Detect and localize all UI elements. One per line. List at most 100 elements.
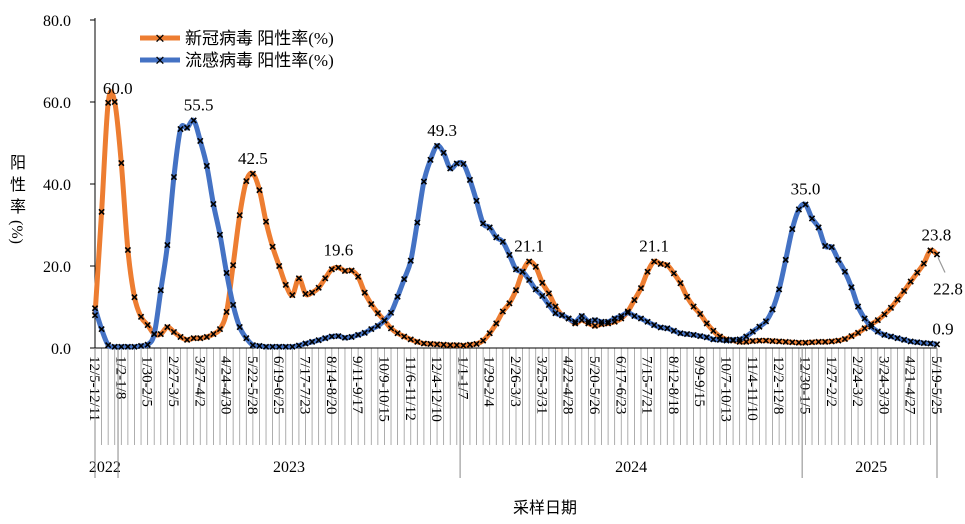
data-point-marker — [479, 220, 487, 227]
data-point-marker — [775, 338, 783, 345]
data-point-marker — [637, 284, 645, 292]
data-point-marker — [401, 275, 408, 283]
data-point-marker — [848, 332, 855, 340]
legend-item-covid: ✕ 新冠病毒 阳性率(%) — [140, 29, 334, 48]
data-label: 21.1 — [514, 236, 544, 255]
data-point-marker — [144, 341, 151, 348]
data-point-marker — [473, 340, 480, 348]
data-point-marker — [354, 331, 362, 339]
legend-item-flu: ✕ 流感病毒 阳性率(%) — [140, 51, 334, 70]
data-point-marker — [216, 325, 224, 333]
data-point-marker — [861, 325, 868, 332]
data-point-marker — [262, 218, 270, 225]
data-point-marker — [315, 337, 322, 344]
data-point-marker — [782, 256, 789, 264]
data-point-marker — [361, 329, 368, 336]
data-point-marker — [657, 260, 664, 268]
data-point-marker — [545, 301, 553, 309]
data-point-marker — [749, 337, 756, 345]
x-tick-label: 7/15-7/21 — [639, 356, 655, 414]
data-point-marker — [203, 333, 210, 341]
data-point-marker — [302, 340, 309, 347]
data-point-marker — [440, 341, 447, 348]
data-point-marker — [91, 305, 99, 312]
year-group-labels: 2022 2023 2024 2025 — [89, 348, 887, 478]
data-point-marker — [572, 320, 579, 327]
data-point-marker — [664, 325, 671, 332]
data-point-marker — [374, 322, 382, 330]
x-tick-lines — [94, 348, 938, 445]
data-point-marker — [697, 332, 704, 340]
data-point-marker — [578, 312, 585, 320]
data-point-marker — [453, 341, 460, 349]
data-point-marker — [545, 290, 553, 297]
y-tick-label: 20.0 — [43, 259, 71, 276]
data-point-marker — [795, 339, 803, 346]
x-tick-label: 1/30-2/5 — [139, 356, 155, 407]
data-point-marker — [828, 338, 835, 345]
x-tick-label: 6/17-6/23 — [612, 356, 628, 414]
data-point-marker — [637, 315, 645, 322]
data-point-marker — [427, 340, 434, 348]
data-point-marker — [900, 336, 908, 343]
data-point-marker — [894, 296, 901, 303]
y-axis-title: 阳性率 (%) — [8, 154, 26, 244]
data-point-marker — [447, 165, 454, 172]
x-tick-label: 1/27-2/2 — [823, 356, 839, 407]
data-point-marker — [295, 275, 303, 282]
data-point-marker — [262, 343, 270, 350]
x-tick-label: 12/4-12/10 — [428, 356, 444, 422]
legend-marker-icon: ✕ — [155, 32, 166, 47]
data-point-marker — [210, 200, 217, 208]
data-point-marker — [795, 206, 803, 213]
data-point-marker — [177, 333, 184, 341]
data-point-marker — [394, 330, 401, 337]
x-axis-title: 采样日期 — [513, 499, 577, 517]
data-point-marker — [190, 334, 197, 342]
x-tick-label: 5/20-5/26 — [586, 356, 602, 415]
data-point-marker — [229, 301, 237, 309]
data-point-marker — [282, 343, 289, 350]
y-tick-label: 0.0 — [51, 341, 71, 358]
data-point-marker — [414, 338, 421, 346]
x-tick-label: 4/22-4/28 — [560, 356, 576, 414]
x-tick-label: 11/4-11/10 — [744, 356, 760, 421]
data-point-marker — [933, 341, 941, 348]
data-point-marker — [295, 342, 303, 349]
data-point-marker — [723, 336, 730, 343]
y-tick-label: 60.0 — [43, 95, 71, 112]
y-tick-label: 80.0 — [43, 13, 71, 30]
data-point-marker — [762, 337, 770, 344]
data-point-marker — [749, 328, 756, 335]
x-tick-label: 9/9-9/15 — [691, 356, 707, 407]
data-point-marker — [249, 170, 257, 177]
data-point-marker — [506, 251, 513, 259]
data-point-marker — [775, 286, 783, 293]
data-label: 42.5 — [238, 149, 268, 168]
data-point-marker — [98, 325, 105, 333]
data-point-marker — [874, 316, 881, 324]
data-point-marker — [723, 337, 730, 344]
data-point-marker — [808, 339, 816, 346]
x-tick-label: 6/19-6/25 — [270, 356, 286, 414]
data-point-marker — [499, 308, 507, 315]
data-point-marker — [565, 315, 572, 322]
data-label: 49.3 — [427, 121, 457, 140]
year-label: 2024 — [615, 459, 647, 476]
data-point-marker — [683, 293, 691, 300]
x-tick-label: 8/14-8/20 — [323, 356, 339, 414]
data-point-marker — [440, 149, 447, 157]
data-point-marker — [532, 263, 539, 270]
data-label: 55.5 — [184, 95, 214, 114]
data-point-marker — [822, 338, 829, 346]
data-point-marker — [269, 343, 276, 350]
data-point-marker — [887, 333, 895, 340]
x-tick-label: 10/9-10/15 — [375, 356, 391, 422]
x-tick-label: 11/6-11/12 — [402, 356, 418, 421]
data-point-marker — [354, 273, 362, 280]
data-point-marker — [591, 316, 599, 324]
data-point-marker — [802, 201, 809, 208]
data-point-marker — [762, 318, 770, 325]
data-point-marker — [170, 173, 178, 181]
data-point-marker — [598, 318, 605, 325]
